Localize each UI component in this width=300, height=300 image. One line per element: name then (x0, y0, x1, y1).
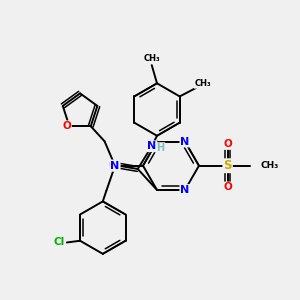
Text: S: S (224, 159, 232, 172)
Text: Cl: Cl (53, 238, 65, 248)
Text: CH₃: CH₃ (143, 54, 160, 63)
Text: O: O (62, 121, 71, 131)
Text: O: O (109, 160, 118, 170)
Text: CH₃: CH₃ (194, 79, 211, 88)
Text: O: O (223, 182, 232, 192)
Text: N: N (180, 136, 190, 146)
Text: N: N (180, 185, 190, 195)
Text: N: N (110, 161, 120, 171)
Text: N: N (147, 141, 156, 151)
Text: CH₃: CH₃ (260, 161, 278, 170)
Text: H: H (156, 143, 165, 153)
Text: O: O (223, 139, 232, 149)
